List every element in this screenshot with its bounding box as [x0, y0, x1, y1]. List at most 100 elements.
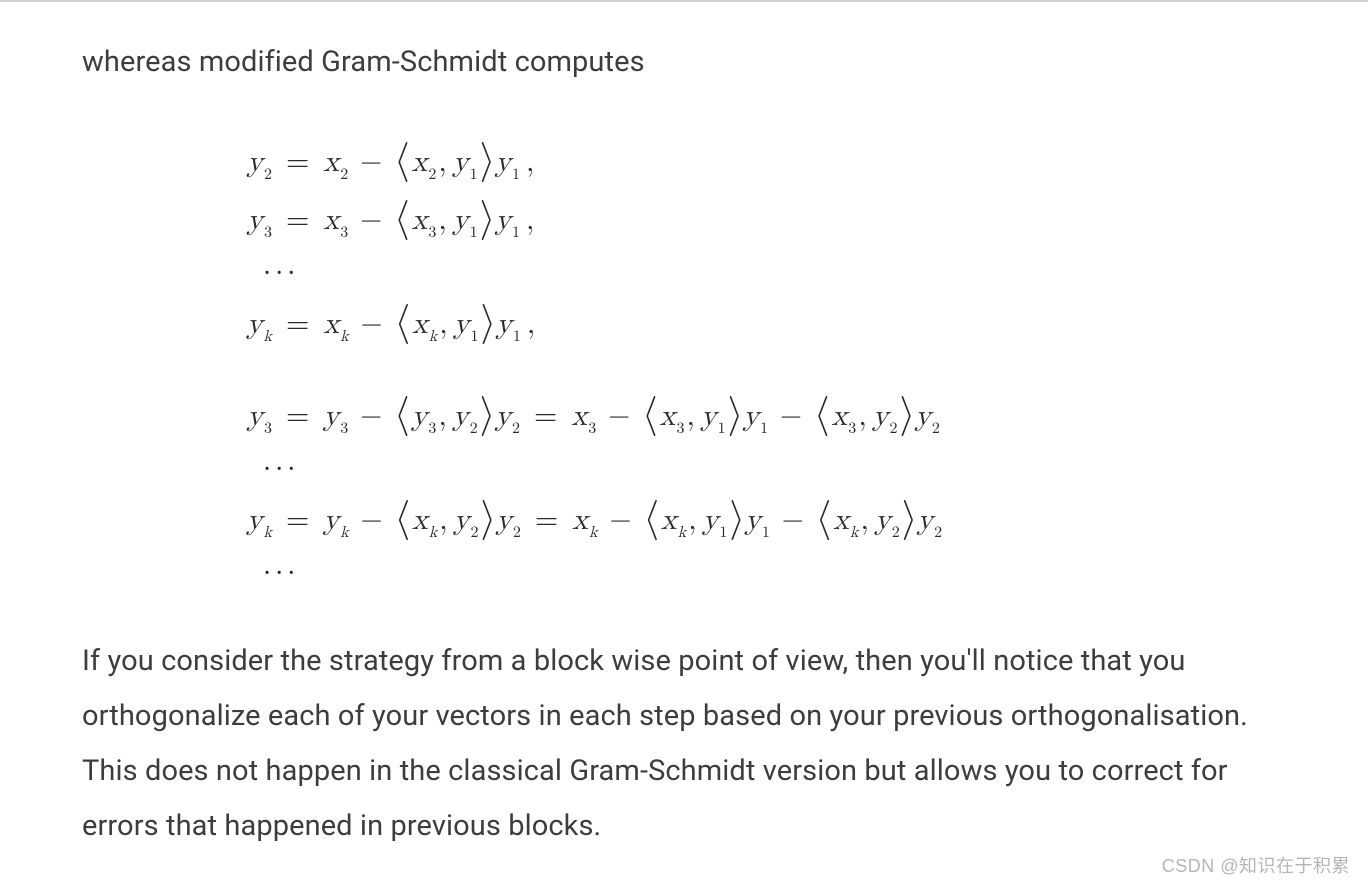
comma: ,	[688, 502, 696, 538]
math-var: y3	[323, 398, 348, 434]
rangle: ⟩	[900, 390, 916, 438]
math-var: y1	[495, 202, 520, 238]
equation-rhs: xk−⟨xk,y1⟩y1,	[323, 300, 535, 348]
equation-lhs: yk	[222, 306, 272, 342]
math-var: x3	[831, 398, 856, 434]
rangle: ⟩	[481, 494, 497, 542]
math-var: y1	[703, 502, 728, 538]
math-var: y2	[453, 398, 478, 434]
minus: −	[608, 399, 630, 433]
comma: ,	[858, 398, 866, 434]
watermark: CSDN @知识在于积累	[1162, 852, 1350, 878]
minus: −	[360, 145, 382, 179]
equation-row: y3 = x3−⟨x3,y1⟩y1,	[222, 196, 1286, 244]
equation-rhs: x2−⟨x2,y1⟩y1,	[323, 138, 534, 186]
minus: −	[610, 503, 632, 537]
equation-row: ···	[222, 450, 1286, 486]
math-var: y1	[453, 144, 478, 180]
equation-row: ···	[222, 254, 1286, 290]
minus: −	[360, 203, 382, 237]
equation-lhs: y2	[222, 144, 272, 180]
math-var: xk	[572, 502, 597, 538]
langle: ⟨	[394, 494, 410, 542]
langle: ⟨	[394, 298, 410, 346]
math-var: y3	[247, 398, 272, 434]
explanation-paragraph: If you consider the strategy from a bloc…	[82, 634, 1286, 854]
equation-block-2: y3=y3−⟨y3,y2⟩y2=x3−⟨x3,y1⟩y1−⟨x3,y2⟩y2··…	[222, 392, 1286, 590]
math-var: y1	[495, 144, 520, 180]
langle: ⟨	[394, 390, 410, 438]
comma: ,	[686, 398, 694, 434]
math-var: y3	[412, 398, 437, 434]
equals: =	[286, 202, 309, 238]
langle: ⟨	[394, 194, 410, 242]
equation-row: yk=xk−⟨xk,y1⟩y1,	[222, 300, 1286, 348]
math-var: y2	[495, 398, 520, 434]
rangle: ⟩	[902, 494, 918, 542]
math-var: y1	[743, 398, 768, 434]
equation-lhs: y3	[222, 398, 272, 434]
math-var: y1	[454, 306, 479, 342]
trailing-comma: ,	[527, 306, 535, 342]
math-var: y2	[915, 398, 940, 434]
minus: −	[361, 307, 383, 341]
minus: −	[360, 399, 382, 433]
math-var: y2	[917, 502, 942, 538]
math-var: yk	[323, 502, 348, 538]
comma: ,	[438, 398, 446, 434]
comma: ,	[861, 502, 869, 538]
math-var: x3	[660, 398, 685, 434]
math-var: y1	[453, 202, 478, 238]
ellipsis: ···	[264, 559, 300, 585]
equation-rhs: x3−⟨x3,y1⟩y1,	[323, 196, 534, 244]
minus: −	[361, 503, 383, 537]
math-var: xk	[661, 502, 686, 538]
langle: ⟨	[816, 494, 832, 542]
langle: ⟨	[643, 494, 659, 542]
math-var: xk	[412, 502, 437, 538]
equals: =	[535, 502, 558, 538]
minus: −	[782, 503, 804, 537]
rangle: ⟩	[480, 136, 496, 184]
equals: =	[534, 398, 557, 434]
math-var: y1	[745, 502, 770, 538]
trailing-comma: ,	[526, 144, 534, 180]
document-body: whereas modified Gram-Schmidt computes y…	[0, 0, 1368, 854]
top-border	[0, 0, 1368, 2]
equation-row: y2 = x2−⟨x2,y1⟩y1,	[222, 138, 1286, 186]
equation-lhs: y3	[222, 202, 272, 238]
math-var: y2	[875, 502, 900, 538]
math-var: y2	[496, 502, 521, 538]
comma: ,	[439, 306, 447, 342]
ellipsis: ···	[264, 455, 300, 481]
math-var: xk	[833, 502, 858, 538]
math-var: y2	[454, 502, 479, 538]
langle: ⟨	[814, 390, 830, 438]
equation-rhs: yk−⟨xk,y2⟩y2=xk−⟨xk,y1⟩y1−⟨xk,y2⟩y2	[323, 496, 942, 544]
equation-rhs: y3−⟨y3,y2⟩y2=x3−⟨x3,y1⟩y1−⟨x3,y2⟩y2	[323, 392, 940, 440]
math-var: xk	[412, 306, 437, 342]
comma: ,	[438, 144, 446, 180]
math-var: x3	[323, 202, 348, 238]
equals: =	[286, 306, 309, 342]
math-var: x2	[412, 144, 437, 180]
math-var: y1	[701, 398, 726, 434]
equation-block-1: y2=x2−⟨x2,y1⟩y1,y3=x3−⟨x3,y1⟩y1,···yk=xk…	[222, 138, 1286, 348]
equation-lhs: yk	[222, 502, 272, 538]
math-var: xk	[323, 306, 348, 342]
math-var: x3	[412, 202, 437, 238]
rangle: ⟩	[480, 390, 496, 438]
intro-text: whereas modified Gram-Schmidt computes	[82, 35, 1286, 90]
math-var: y1	[496, 306, 521, 342]
math-var: x3	[571, 398, 596, 434]
math-var: yk	[247, 306, 272, 342]
rangle: ⟩	[480, 194, 496, 242]
rangle: ⟩	[481, 298, 497, 346]
rangle: ⟩	[729, 494, 745, 542]
ellipsis: ···	[264, 259, 300, 285]
equals: =	[286, 398, 309, 434]
rangle: ⟩	[728, 390, 744, 438]
comma: ,	[438, 202, 446, 238]
comma: ,	[439, 502, 447, 538]
equals: =	[286, 144, 309, 180]
